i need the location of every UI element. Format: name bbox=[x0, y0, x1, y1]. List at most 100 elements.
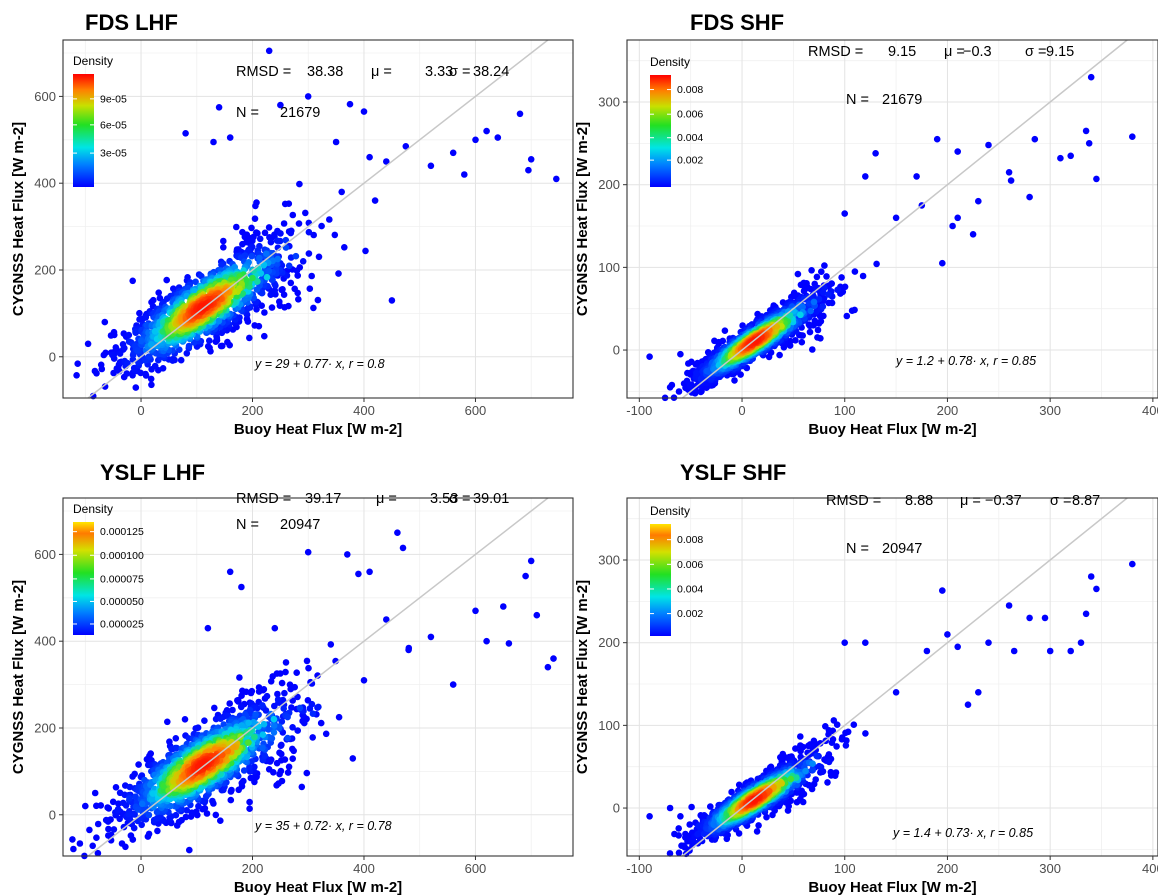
data-point bbox=[527, 156, 535, 163]
data-point bbox=[682, 834, 689, 841]
data-point bbox=[1077, 639, 1085, 646]
data-point bbox=[204, 343, 212, 350]
data-point bbox=[314, 672, 321, 679]
data-point bbox=[859, 272, 867, 280]
data-point bbox=[338, 188, 346, 196]
y-tick-label: 300 bbox=[598, 95, 620, 110]
data-point bbox=[787, 337, 794, 345]
data-point bbox=[841, 283, 849, 291]
data-point bbox=[1082, 127, 1090, 135]
x-tick-label: 200 bbox=[937, 403, 959, 418]
data-point bbox=[461, 171, 468, 178]
data-point bbox=[827, 772, 835, 779]
data-point bbox=[1010, 647, 1018, 655]
data-point bbox=[646, 813, 653, 820]
data-point bbox=[1026, 614, 1033, 622]
data-point bbox=[809, 346, 816, 353]
legend-title: Density bbox=[650, 55, 690, 69]
data-point bbox=[314, 296, 322, 304]
data-point bbox=[975, 689, 982, 696]
data-point bbox=[707, 803, 714, 810]
data-point bbox=[276, 749, 283, 756]
data-point bbox=[70, 845, 77, 853]
n-label: N = bbox=[236, 517, 259, 533]
data-point bbox=[268, 304, 276, 311]
data-point bbox=[808, 267, 815, 274]
data-point bbox=[125, 810, 132, 818]
data-point bbox=[177, 356, 185, 364]
data-point bbox=[102, 349, 109, 357]
legend-colorbar bbox=[73, 522, 94, 635]
x-tick-label: 400 bbox=[353, 403, 375, 418]
data-point bbox=[394, 529, 401, 536]
data-point bbox=[280, 291, 288, 299]
data-point bbox=[753, 828, 761, 835]
data-point bbox=[728, 788, 735, 796]
data-point bbox=[265, 224, 273, 231]
mu-value: 3.33 bbox=[425, 64, 453, 80]
data-point bbox=[281, 689, 288, 697]
plot-border bbox=[62, 497, 574, 857]
data-point bbox=[825, 291, 832, 298]
one-to-one-line bbox=[87, 39, 549, 399]
data-point bbox=[721, 327, 729, 335]
data-point bbox=[181, 716, 189, 723]
data-point bbox=[291, 285, 299, 293]
data-point bbox=[797, 747, 804, 755]
data-point bbox=[1129, 560, 1136, 568]
data-point bbox=[933, 135, 941, 143]
data-point bbox=[304, 548, 312, 556]
data-point bbox=[892, 214, 900, 222]
data-point bbox=[472, 607, 479, 615]
panel-title: FDS LHF bbox=[85, 10, 178, 35]
data-point bbox=[105, 825, 112, 833]
data-point bbox=[76, 840, 84, 847]
panel-4: YSLF SHF-10001002003004000100200300Buoy … bbox=[574, 460, 1158, 895]
data-point bbox=[147, 781, 154, 788]
data-point bbox=[145, 811, 153, 819]
data-point bbox=[305, 250, 313, 257]
data-point bbox=[91, 367, 99, 375]
data-point bbox=[229, 706, 236, 714]
data-point bbox=[306, 705, 314, 712]
data-point bbox=[303, 657, 311, 665]
data-point bbox=[1093, 585, 1100, 593]
data-point bbox=[693, 369, 700, 377]
data-point bbox=[261, 229, 269, 237]
y-axis-title: CYGNSS Heat Flux [W m-2] bbox=[10, 122, 27, 316]
data-point bbox=[105, 832, 112, 839]
data-point bbox=[710, 821, 718, 829]
data-point bbox=[280, 220, 288, 227]
scatter-points bbox=[69, 529, 557, 860]
data-point bbox=[806, 328, 814, 336]
data-point bbox=[360, 108, 368, 115]
data-point bbox=[248, 252, 255, 260]
data-point bbox=[814, 326, 822, 334]
data-point bbox=[276, 724, 283, 732]
data-point bbox=[472, 136, 479, 144]
data-point bbox=[259, 702, 266, 709]
x-axis-title: Buoy Heat Flux [W m-2] bbox=[234, 879, 402, 895]
rmsd-label: RMSD = bbox=[236, 491, 291, 507]
data-point bbox=[220, 244, 227, 251]
data-point bbox=[249, 274, 256, 282]
x-tick-label: 0 bbox=[137, 861, 144, 876]
data-point bbox=[227, 796, 235, 804]
data-point bbox=[302, 209, 309, 217]
data-point bbox=[525, 166, 532, 174]
data-point bbox=[349, 755, 357, 762]
data-point bbox=[694, 830, 701, 838]
data-point bbox=[269, 673, 277, 680]
data-point bbox=[124, 359, 131, 367]
data-point bbox=[94, 849, 102, 857]
data-point bbox=[155, 289, 162, 297]
data-point bbox=[284, 769, 292, 776]
data-point bbox=[277, 742, 285, 749]
data-point bbox=[247, 774, 255, 782]
data-point bbox=[646, 353, 653, 361]
data-point bbox=[97, 361, 105, 369]
data-point bbox=[818, 268, 825, 276]
data-point bbox=[251, 322, 258, 329]
data-point bbox=[194, 724, 202, 731]
